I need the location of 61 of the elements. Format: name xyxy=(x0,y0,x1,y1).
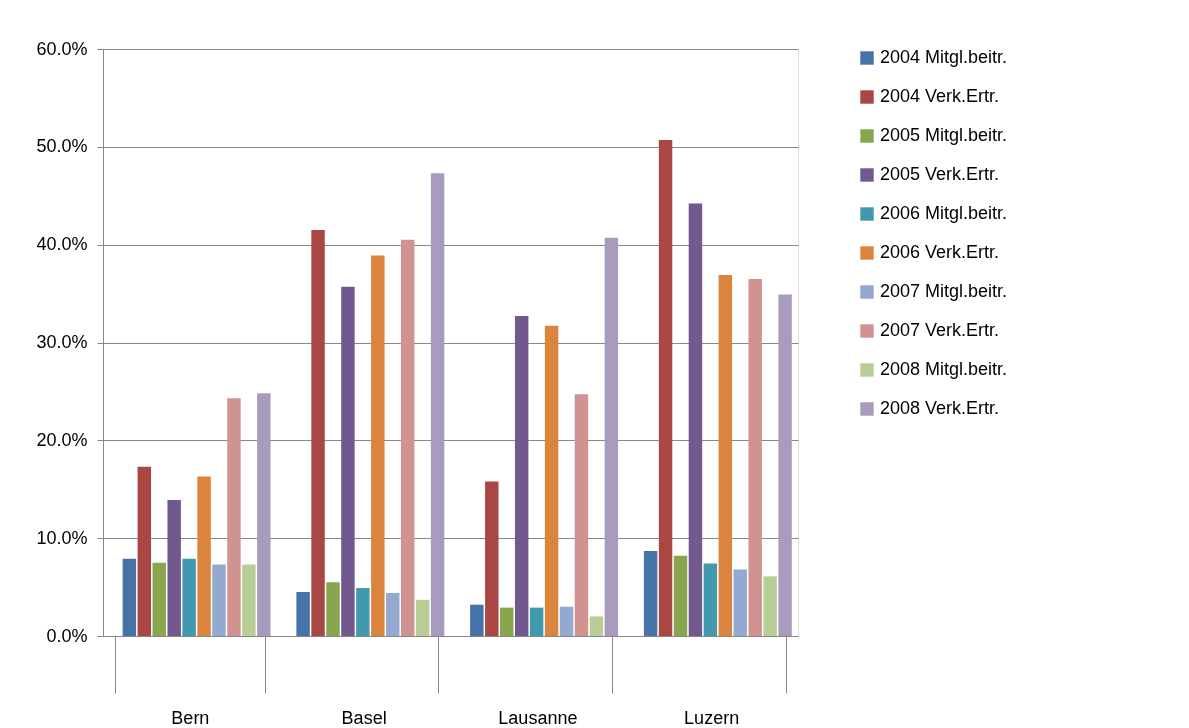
bar xyxy=(227,398,241,636)
x-tick-label: Lausanne xyxy=(498,707,578,728)
y-tick-label: 20.0% xyxy=(36,429,88,450)
bar xyxy=(514,316,529,636)
bar xyxy=(197,476,211,636)
bar xyxy=(371,255,385,636)
bar xyxy=(430,173,445,636)
legend-label: 2004 Mitgl.beitr. xyxy=(880,47,1008,67)
x-tick-label: Luzern xyxy=(684,707,740,728)
legend-label: 2005 Verk.Ertr. xyxy=(880,164,1000,184)
bar xyxy=(167,500,181,636)
bar xyxy=(688,203,703,636)
bar xyxy=(574,394,589,636)
bar xyxy=(182,558,196,636)
legend-label: 2007 Mitgl.beitr. xyxy=(880,281,1008,301)
bar xyxy=(296,591,310,636)
bar xyxy=(485,481,499,636)
legend-label: 2005 Mitgl.beitr. xyxy=(880,125,1008,145)
y-tick-label: 0.0% xyxy=(46,625,88,646)
bar xyxy=(356,588,370,636)
bar xyxy=(604,237,619,636)
bar xyxy=(559,606,574,636)
y-tick-label: 60.0% xyxy=(36,38,88,59)
bar xyxy=(763,576,777,636)
y-tick-label: 10.0% xyxy=(36,527,88,548)
legend-label: 2007 Verk.Ertr. xyxy=(880,320,1000,340)
bar xyxy=(137,466,152,636)
x-tick-label: Basel xyxy=(341,707,387,728)
bar xyxy=(152,562,166,636)
bar xyxy=(589,616,604,636)
bar xyxy=(748,278,762,636)
bar xyxy=(470,604,484,636)
y-tick-label: 40.0% xyxy=(36,234,88,255)
bar xyxy=(658,139,673,636)
bar xyxy=(341,286,355,636)
bar xyxy=(718,275,733,636)
bar xyxy=(733,569,747,636)
legend-label: 2006 Mitgl.beitr. xyxy=(880,203,1008,223)
bar xyxy=(311,229,325,636)
y-tick-label: 50.0% xyxy=(36,136,88,157)
x-tick-label: Bern xyxy=(171,707,210,728)
legend-label: 2008 Verk.Ertr. xyxy=(880,398,1000,418)
bar xyxy=(386,592,400,636)
bar xyxy=(544,325,559,636)
legend-label: 2004 Verk.Ertr. xyxy=(880,86,1000,106)
legend-label: 2008 Mitgl.beitr. xyxy=(880,359,1008,379)
bar xyxy=(242,564,256,636)
bar xyxy=(703,563,718,636)
bar xyxy=(673,555,688,636)
bar xyxy=(778,294,792,636)
legend-label: 2006 Verk.Ertr. xyxy=(880,242,1000,262)
y-tick-label: 30.0% xyxy=(36,332,88,352)
bar xyxy=(257,393,271,636)
bar xyxy=(326,582,340,636)
bar xyxy=(400,239,415,636)
bar xyxy=(500,607,514,636)
bar xyxy=(122,558,137,636)
bar xyxy=(212,564,226,636)
bar xyxy=(529,607,544,636)
bar xyxy=(643,550,658,636)
bar xyxy=(415,599,430,636)
